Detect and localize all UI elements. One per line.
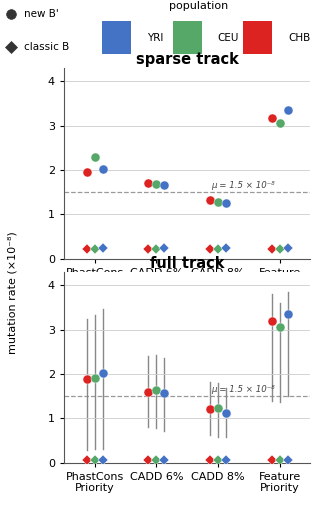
Text: population: population	[169, 2, 228, 12]
Text: CHB: CHB	[288, 33, 310, 43]
Text: mutation rate (×10⁻⁸): mutation rate (×10⁻⁸)	[8, 232, 18, 354]
Text: μ = 1.5 × 10⁻⁸: μ = 1.5 × 10⁻⁸	[211, 384, 275, 394]
Text: new B': new B'	[24, 9, 59, 19]
Bar	[102, 21, 131, 54]
Text: μ = 1.5 × 10⁻⁸: μ = 1.5 × 10⁻⁸	[211, 180, 275, 190]
Text: classic B: classic B	[24, 42, 69, 52]
Title: full track: full track	[150, 256, 224, 271]
Text: YRI: YRI	[147, 33, 164, 43]
Title: sparse track: sparse track	[136, 52, 239, 67]
Bar	[243, 21, 272, 54]
Bar	[173, 21, 202, 54]
Text: CEU: CEU	[218, 33, 239, 43]
